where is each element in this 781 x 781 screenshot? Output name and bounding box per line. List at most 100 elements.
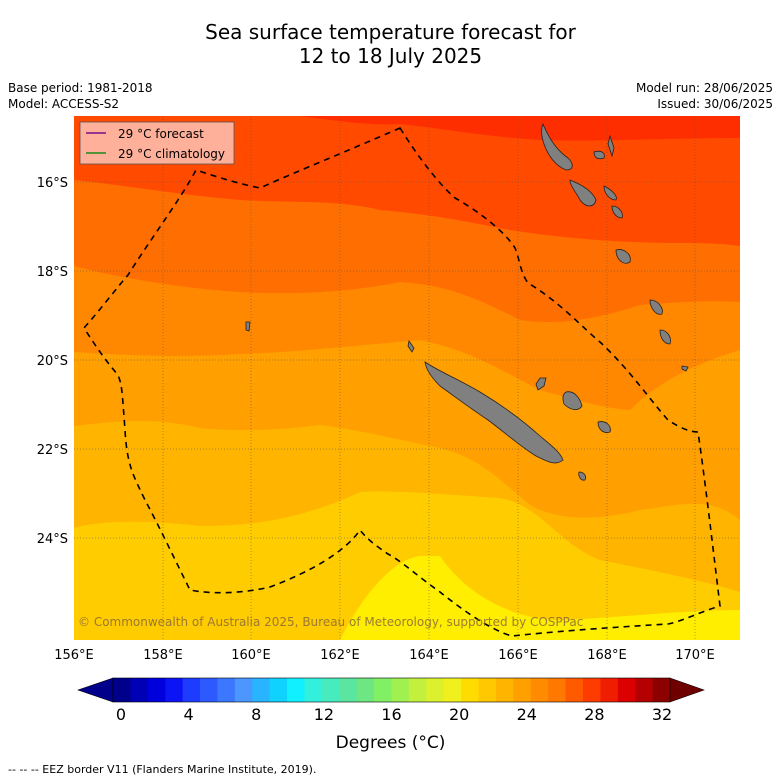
issued-date: Issued: 30/06/2025 bbox=[657, 97, 773, 111]
lat-label: 16°S bbox=[37, 176, 68, 191]
colorbar-swatch bbox=[391, 678, 410, 702]
espiritu-santo bbox=[541, 123, 573, 171]
lon-label: 158°E bbox=[143, 648, 183, 663]
base-period: Base period: 1981-2018 bbox=[8, 81, 153, 95]
colorbar-swatch bbox=[321, 678, 340, 702]
colorbar-tick-label: 0 bbox=[116, 705, 126, 724]
colorbar-swatch bbox=[269, 678, 288, 702]
colorbar-swatch bbox=[339, 678, 358, 702]
copyright-notice: © Commonwealth of Australia 2025, Bureau… bbox=[78, 615, 583, 629]
legend-climatology-label: 29 °C climatology bbox=[118, 147, 225, 161]
colorbar-swatch bbox=[113, 678, 131, 702]
colorbar: 0 4 8 12 16 20 24 28 32 bbox=[77, 677, 705, 724]
colorbar-swatch bbox=[374, 678, 392, 702]
colorbar-swatch bbox=[530, 678, 549, 702]
colorbar-tick-label: 12 bbox=[314, 705, 334, 724]
legend-forecast-label: 29 °C forecast bbox=[118, 127, 204, 141]
colorbar-tick-label: 8 bbox=[251, 705, 261, 724]
colorbar-frame bbox=[112, 677, 671, 703]
colorbar-swatch bbox=[234, 678, 253, 702]
colorbar-swatch bbox=[287, 678, 305, 702]
colorbar-tick-label: 4 bbox=[184, 705, 194, 724]
isle-of-pines bbox=[578, 471, 587, 481]
longitude-labels: 156°E 158°E 160°E 162°E 164°E 166°E 168°E 170°E bbox=[54, 648, 715, 663]
meta-right: Model run: 28/06/2025 Issued: 30/06/2025 bbox=[636, 80, 773, 112]
lon-label: 170°E bbox=[675, 648, 715, 663]
colorbar-swatch bbox=[548, 678, 567, 702]
colorbar-max-arrow bbox=[669, 677, 705, 703]
colorbar-swatch bbox=[635, 678, 654, 702]
lon-label: 160°E bbox=[231, 648, 271, 663]
landmasses bbox=[245, 123, 689, 481]
colorbar-tick-label: 32 bbox=[652, 705, 672, 724]
colorbar-swatch bbox=[356, 678, 375, 702]
lat-label: 22°S bbox=[37, 443, 68, 458]
erromango bbox=[649, 299, 663, 315]
model-run: Model run: 28/06/2025 bbox=[635, 81, 773, 95]
lon-label: 156°E bbox=[54, 648, 94, 663]
belep-islands bbox=[407, 340, 415, 353]
colorbar-swatch bbox=[147, 678, 166, 702]
colorbar-min-arrow bbox=[77, 677, 114, 703]
lifou bbox=[562, 391, 583, 410]
colorbar-swatch bbox=[200, 678, 218, 702]
colorbar-swatch bbox=[165, 678, 184, 702]
graticule bbox=[74, 116, 740, 640]
meta-left: Base period: 1981-2018 Model: ACCESS-S2 bbox=[8, 80, 153, 112]
latitude-labels: 16°S 18°S 20°S 22°S 24°S bbox=[37, 176, 68, 547]
colorbar-swatch bbox=[461, 678, 480, 702]
ouvea bbox=[535, 377, 547, 391]
colorbar-units: Degrees (°C) bbox=[335, 733, 446, 753]
title-line-1: Sea surface temperature forecast for bbox=[205, 20, 576, 44]
colorbar-tick-label: 20 bbox=[449, 705, 469, 724]
map-legend: 29 °C forecast 29 °C climatology bbox=[79, 121, 235, 165]
model-name: Model: ACCESS-S2 bbox=[8, 97, 120, 111]
band-27 bbox=[74, 116, 740, 246]
colorbar-swatch bbox=[443, 678, 462, 702]
chesterfield-islands bbox=[245, 321, 251, 332]
colorbar-swatch bbox=[217, 678, 236, 702]
colorbar-swatch bbox=[652, 678, 671, 702]
efate bbox=[615, 249, 631, 264]
legend-box bbox=[79, 121, 235, 165]
lat-label: 24°S bbox=[37, 532, 68, 547]
colorbar-swatch bbox=[600, 678, 619, 702]
band-28 bbox=[300, 116, 740, 141]
aneityum bbox=[681, 365, 689, 372]
colorbar-tick-label: 24 bbox=[517, 705, 537, 724]
colorbar-tick-label: 16 bbox=[381, 705, 401, 724]
colorbar-swatch bbox=[408, 678, 427, 702]
lat-label: 20°S bbox=[37, 354, 68, 369]
lon-label: 166°E bbox=[498, 648, 538, 663]
colorbar-swatch bbox=[582, 678, 601, 702]
title-line-2: 12 to 18 July 2025 bbox=[298, 44, 483, 68]
colorbar-swatch bbox=[252, 678, 271, 702]
colorbar-swatch bbox=[513, 678, 532, 702]
lon-label: 162°E bbox=[320, 648, 360, 663]
epi bbox=[611, 205, 623, 219]
eez-border bbox=[82, 126, 721, 637]
colorbar-swatch bbox=[495, 678, 514, 702]
colorbar-tick-label: 28 bbox=[584, 705, 604, 724]
lat-label: 18°S bbox=[37, 265, 68, 280]
map-title: Sea surface temperature forecast for 12 … bbox=[0, 20, 781, 68]
colorbar-swatch bbox=[304, 678, 323, 702]
lon-label: 168°E bbox=[587, 648, 627, 663]
ambrym bbox=[603, 185, 617, 201]
maewo bbox=[593, 150, 605, 160]
colorbar-swatch bbox=[426, 678, 445, 702]
tanna bbox=[659, 329, 671, 345]
eez-footnote: -- -- -- EEZ border V11 (Flanders Marine… bbox=[8, 763, 317, 776]
colorbar-swatch bbox=[130, 678, 149, 702]
malakula bbox=[569, 179, 597, 207]
sst-bands bbox=[74, 116, 740, 640]
colorbar-swatch bbox=[617, 678, 636, 702]
pentecost bbox=[607, 134, 615, 158]
colorbar-swatch bbox=[182, 678, 201, 702]
new-caledonia bbox=[424, 361, 564, 464]
lon-label: 164°E bbox=[409, 648, 449, 663]
mare bbox=[597, 421, 611, 433]
colorbar-swatch bbox=[565, 678, 584, 702]
colorbar-swatch bbox=[478, 678, 497, 702]
